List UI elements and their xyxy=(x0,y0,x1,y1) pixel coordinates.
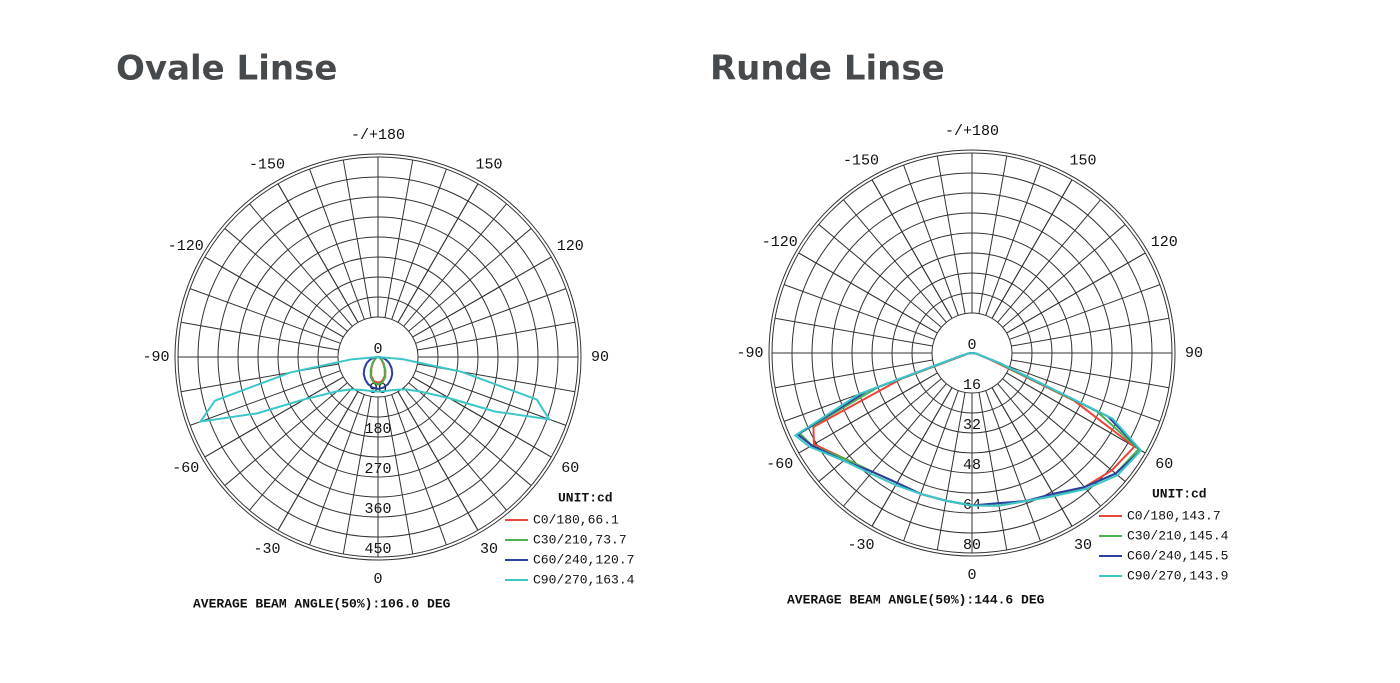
angle-tick-label: 90 xyxy=(591,349,609,366)
angle-grid-line xyxy=(1006,252,1146,334)
angle-tick-label: 0 xyxy=(967,567,976,584)
angle-grid-line xyxy=(798,252,938,334)
legend-label: C30/210,73.7 xyxy=(533,532,627,547)
chart-title: Runde Linse xyxy=(710,49,945,89)
angle-grid-line xyxy=(871,179,953,319)
curve xyxy=(793,352,1143,507)
angle-tick-label: 150 xyxy=(475,157,502,174)
angle-grid-line xyxy=(991,179,1073,319)
angle-tick-label: -60 xyxy=(172,460,199,477)
angle-grid-line xyxy=(1006,372,1146,454)
angle-grid-line xyxy=(204,256,344,338)
angle-tick-label: 120 xyxy=(1151,234,1178,251)
angle-grid-line xyxy=(412,256,552,338)
angle-grid-line xyxy=(277,391,359,531)
r-tick-label: 16 xyxy=(963,377,981,394)
legend-label: C60/240,145.5 xyxy=(1127,548,1228,563)
legend-label: C0/180,143.7 xyxy=(1127,508,1221,523)
legend-label: C90/270,163.4 xyxy=(533,572,635,587)
angle-tick-label: 0 xyxy=(373,571,382,588)
angle-tick-label: 60 xyxy=(1155,456,1173,473)
chart-title: Ovale Linse xyxy=(116,49,337,89)
angle-tick-label: 60 xyxy=(561,460,579,477)
angle-tick-label: -90 xyxy=(736,345,763,362)
legend-title: UNIT:cd xyxy=(558,490,613,505)
legend-label: C60/240,120.7 xyxy=(533,552,634,567)
angle-tick-label: -120 xyxy=(762,234,798,251)
angle-tick-label: -150 xyxy=(249,157,285,174)
r-tick-label: 0 xyxy=(373,341,382,358)
legend-label: C90/270,143.9 xyxy=(1127,568,1228,583)
angle-grid-line xyxy=(871,387,953,527)
angle-tick-label: 120 xyxy=(557,238,584,255)
angle-grid-line xyxy=(397,391,479,531)
legend-title: UNIT:cd xyxy=(1152,486,1207,501)
angle-tick-label: 30 xyxy=(1074,537,1092,554)
angle-tick-label: -/+180 xyxy=(351,127,405,144)
angle-tick-label: -90 xyxy=(142,349,169,366)
angle-tick-label: -30 xyxy=(253,541,280,558)
angle-tick-label: 90 xyxy=(1185,345,1203,362)
r-tick-label: 0 xyxy=(967,337,976,354)
curve xyxy=(362,356,394,391)
angle-grid-line xyxy=(991,387,1073,527)
legend-label: C30/210,145.4 xyxy=(1127,528,1229,543)
angle-tick-label: -60 xyxy=(766,456,793,473)
outer-ring xyxy=(768,149,1176,557)
angle-grid-line xyxy=(204,376,344,458)
curve xyxy=(198,356,552,423)
angle-grid-line xyxy=(412,376,552,458)
angle-tick-label: 150 xyxy=(1069,153,1096,170)
angle-grid-line xyxy=(798,372,938,454)
outer-ring xyxy=(174,153,582,561)
angle-tick-label: -120 xyxy=(168,238,204,255)
angle-grid-line xyxy=(277,183,359,323)
angle-tick-label: 30 xyxy=(480,541,498,558)
legend-label: C0/180,66.1 xyxy=(533,512,619,527)
annotation: AVERAGE BEAM ANGLE(50%):106.0 DEG xyxy=(193,596,451,611)
angle-tick-label: -150 xyxy=(843,153,879,170)
annotation: AVERAGE BEAM ANGLE(50%):144.6 DEG xyxy=(787,592,1045,607)
angle-grid-line xyxy=(397,183,479,323)
angle-tick-label: -30 xyxy=(847,537,874,554)
angle-tick-label: -/+180 xyxy=(945,123,999,140)
